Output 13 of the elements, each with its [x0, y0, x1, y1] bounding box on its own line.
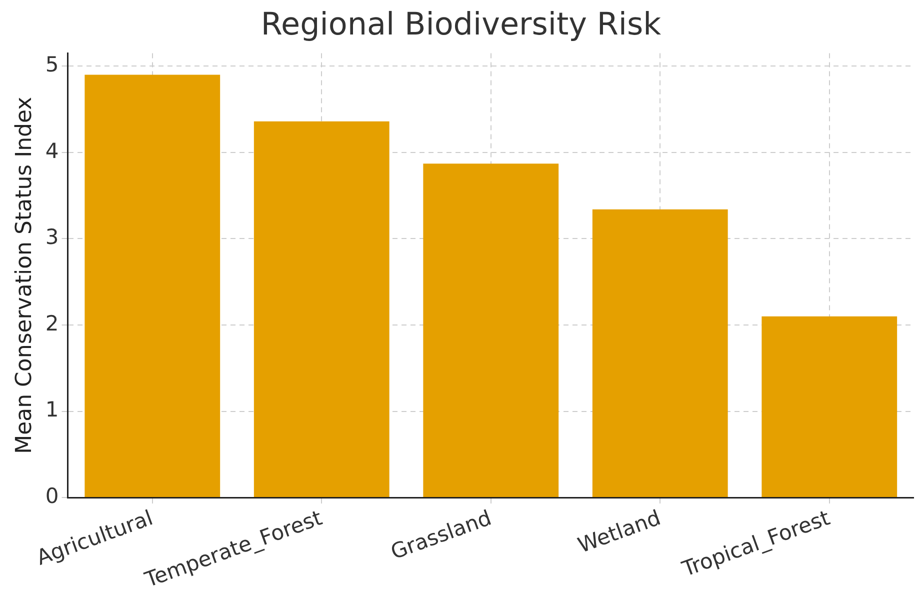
y-tick-label: 1	[45, 398, 59, 422]
bar	[423, 164, 559, 498]
y-tick-label: 5	[45, 52, 59, 77]
bar	[84, 74, 220, 498]
y-tick-label: 0	[45, 484, 59, 508]
bar	[762, 316, 898, 498]
bar	[592, 209, 728, 498]
y-tick-label: 4	[45, 138, 59, 163]
y-axis-title: Mean Conservation Status Index	[12, 96, 37, 454]
chart-title: Regional Biodiversity Risk	[260, 6, 662, 43]
bar	[254, 121, 390, 498]
y-tick-label: 3	[45, 225, 59, 250]
y-tick-label: 2	[45, 311, 59, 336]
